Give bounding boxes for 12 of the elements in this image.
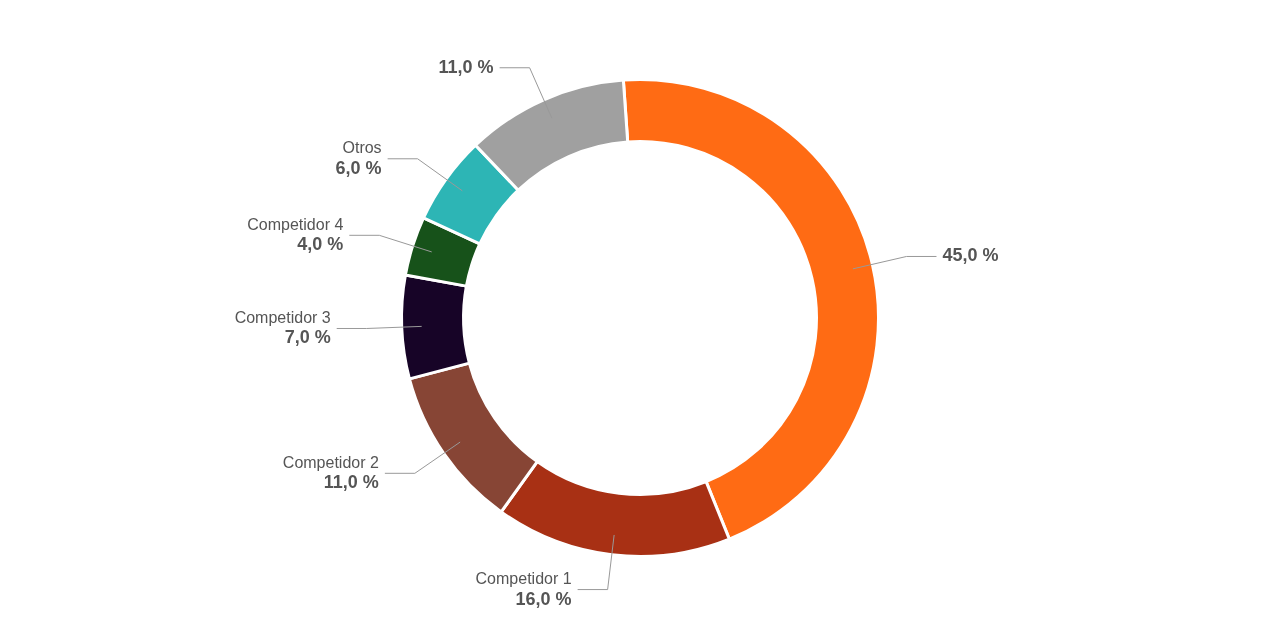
slice-label: Otros <box>342 139 382 157</box>
data-label: 16,0 % <box>515 588 572 609</box>
data-label: 11,0 % <box>323 472 379 493</box>
slice-label: Competidor 2 <box>282 453 379 471</box>
data-label: 11,0 % <box>438 56 494 77</box>
data-label: 7,0 % <box>284 327 331 348</box>
slice-label: Competidor 3 <box>234 308 331 326</box>
slice-label: Competidor 1 <box>475 569 572 587</box>
data-label: 45,0 % <box>942 245 999 266</box>
slice-label: Competidor 4 <box>247 215 344 233</box>
data-label: 4,0 % <box>297 234 344 255</box>
data-label: 6,0 % <box>335 157 382 178</box>
